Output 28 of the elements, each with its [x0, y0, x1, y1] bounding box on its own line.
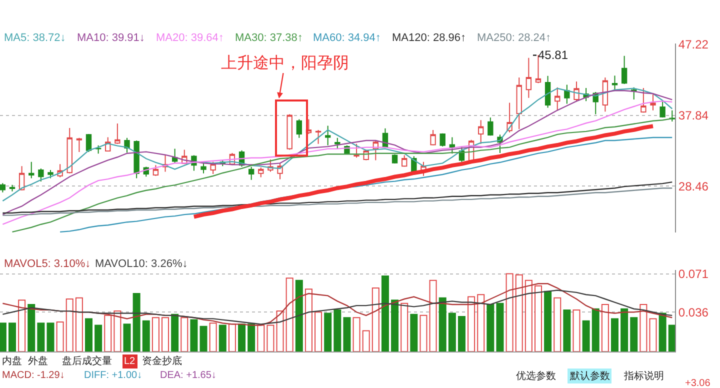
y-tick-label: 0.071 — [678, 266, 709, 281]
y-tick-label: 28.46 — [678, 179, 709, 194]
text: 外盘 — [28, 355, 48, 367]
text: MA30: 37.38↑ — [235, 32, 303, 44]
text: MA120: 28.96↑ — [392, 32, 466, 44]
text: MA10: 39.91↓ — [77, 32, 145, 44]
annotation: 45.81 — [538, 48, 568, 62]
y-tick-label: 47.22 — [678, 38, 709, 52]
text: 默认参数 — [569, 370, 610, 382]
text: +3.06 — [685, 378, 711, 388]
text: 资金抄底 — [142, 355, 182, 367]
text: 指标说明 — [623, 370, 664, 382]
text: DEA: +1.65↓ — [160, 370, 216, 381]
text: 盘后成交量 — [62, 355, 112, 367]
text: MA60: 34.94↑ — [313, 32, 381, 44]
text: L2 — [124, 356, 136, 367]
text: MACD: -1.29↓ — [2, 370, 65, 381]
text: MA250: 28.24↑ — [477, 32, 551, 44]
y-tick-label: 0.036 — [678, 305, 709, 320]
text: DIFF: +1.00↓ — [84, 370, 142, 381]
text: MAVOL5: 3.10%↓ — [4, 258, 91, 270]
y-tick-label: 37.84 — [678, 108, 709, 122]
text: 内盘 — [2, 355, 22, 367]
annotation: 上升途中，阳孕阴 — [221, 54, 349, 72]
text: 优选参数 — [516, 370, 556, 382]
text: MA5: 38.72↓ — [4, 32, 66, 44]
text: MA20: 39.64↑ — [156, 32, 224, 44]
text: MAVOL10: 3.26%↓ — [95, 258, 188, 270]
